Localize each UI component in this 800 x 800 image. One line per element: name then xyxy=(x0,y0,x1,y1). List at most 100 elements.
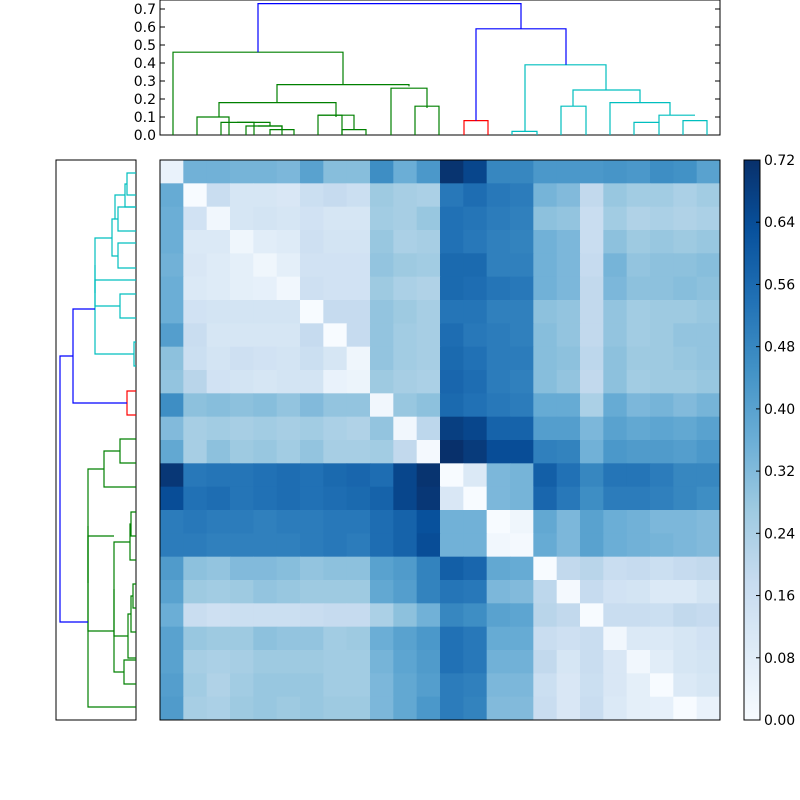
heatmap-cell xyxy=(416,696,441,721)
heatmap-cell xyxy=(253,650,278,674)
heatmap-cell xyxy=(580,183,604,208)
heatmap-cell xyxy=(346,393,371,418)
heatmap-cell xyxy=(230,416,254,441)
heatmap-cell xyxy=(463,253,488,278)
heatmap-cell xyxy=(393,230,418,254)
heatmap-cell xyxy=(206,276,231,301)
heatmap-cell xyxy=(230,370,254,394)
heatmap-cell xyxy=(276,556,301,581)
heatmap-cell xyxy=(556,603,581,628)
heatmap-cell xyxy=(650,206,674,231)
top-dendrogram-link xyxy=(572,89,641,107)
heatmap-cell xyxy=(580,486,604,511)
heatmap-cell xyxy=(510,206,534,231)
heatmap-cell xyxy=(300,300,324,324)
heatmap-cell xyxy=(393,696,418,721)
heatmap-cell xyxy=(323,160,348,184)
heatmap-cell xyxy=(510,393,534,418)
heatmap-cell xyxy=(393,486,418,511)
heatmap-cell xyxy=(556,346,581,371)
heatmap-cell xyxy=(673,323,698,348)
heatmap-cell xyxy=(160,440,184,464)
heatmap-cell xyxy=(580,276,604,301)
heatmap-cell xyxy=(370,533,394,558)
left-dendrogram-link xyxy=(126,390,136,416)
heatmap-cell xyxy=(253,463,278,488)
colorbar-frame xyxy=(743,159,761,721)
heatmap-cell xyxy=(696,440,721,464)
heatmap-cell xyxy=(253,370,278,394)
heatmap-cell xyxy=(533,510,558,534)
heatmap-cell xyxy=(206,650,231,674)
heatmap-cell xyxy=(323,183,348,208)
heatmap-cell xyxy=(230,556,254,581)
heatmap-cell xyxy=(673,673,698,698)
heatmap-cell xyxy=(276,510,301,534)
heatmap-cell xyxy=(300,556,324,581)
heatmap-cell xyxy=(696,160,721,184)
top-dendrogram-link xyxy=(463,119,489,135)
heatmap-cell xyxy=(346,370,371,394)
heatmap-cell xyxy=(230,160,254,184)
heatmap-cell xyxy=(463,486,488,511)
heatmap-cell xyxy=(253,533,278,558)
heatmap-cell xyxy=(183,323,208,348)
heatmap-cell xyxy=(346,603,371,628)
heatmap xyxy=(159,159,721,721)
left-dendrogram-link xyxy=(130,511,136,537)
heatmap-cell xyxy=(346,440,371,464)
heatmap-cell xyxy=(183,673,208,698)
heatmap-cell xyxy=(300,206,324,231)
heatmap-cell xyxy=(463,673,488,698)
heatmap-cell xyxy=(440,183,464,208)
colorbar-tick-label: 0.40 xyxy=(764,402,795,418)
heatmap-cell xyxy=(300,276,324,301)
heatmap-cell xyxy=(253,346,278,371)
heatmap-cell xyxy=(580,533,604,558)
heatmap-cell xyxy=(650,463,674,488)
heatmap-cell xyxy=(276,580,301,604)
heatmap-cell xyxy=(346,346,371,371)
heatmap-cell xyxy=(603,206,628,231)
heatmap-cell xyxy=(416,276,441,301)
top-dendrogram-link xyxy=(237,121,271,126)
heatmap-cell xyxy=(673,580,698,604)
heatmap-cell xyxy=(533,230,558,254)
heatmap-cell xyxy=(370,440,394,464)
heatmap-cell xyxy=(253,206,278,231)
heatmap-cell xyxy=(206,323,231,348)
heatmap-cell xyxy=(370,370,394,394)
heatmap-cell xyxy=(486,510,511,534)
heatmap-cell xyxy=(626,463,651,488)
heatmap-cell xyxy=(463,300,488,324)
heatmap-cell xyxy=(580,416,604,441)
heatmap-cell xyxy=(160,463,184,488)
heatmap-cell xyxy=(323,510,348,534)
heatmap-cell xyxy=(276,650,301,674)
heatmap-cell xyxy=(556,323,581,348)
colorbar-tick-label: 0.00 xyxy=(764,713,795,729)
heatmap-cell xyxy=(650,276,674,301)
left-dendrogram-link xyxy=(113,589,124,673)
left-dendrogram-link xyxy=(94,265,134,355)
heatmap-cell xyxy=(510,463,534,488)
heatmap-cell xyxy=(300,393,324,418)
heatmap-cell xyxy=(206,416,231,441)
heatmap-cell xyxy=(183,463,208,488)
heatmap-cell xyxy=(673,603,698,628)
heatmap-cell xyxy=(416,510,441,534)
heatmap-cell xyxy=(463,533,488,558)
heatmap-cell xyxy=(650,370,674,394)
heatmap-cell xyxy=(440,626,464,651)
left-dendrogram-link xyxy=(119,438,136,464)
heatmap-cell xyxy=(276,183,301,208)
heatmap-cell xyxy=(696,510,721,534)
heatmap-cell xyxy=(486,603,511,628)
heatmap-cell xyxy=(510,603,534,628)
heatmap-cell xyxy=(253,323,278,348)
heatmap-cell xyxy=(300,183,324,208)
heatmap-cell xyxy=(183,346,208,371)
heatmap-cell xyxy=(300,603,324,628)
heatmap-cell xyxy=(673,346,698,371)
heatmap-cell xyxy=(300,673,324,698)
